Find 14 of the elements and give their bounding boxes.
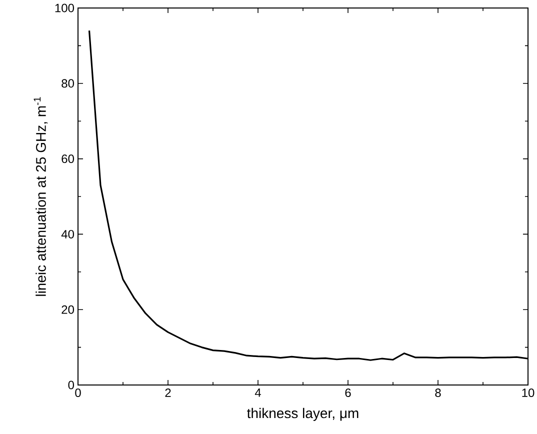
x-tick-label: 6 (345, 388, 351, 398)
x-tick-label: 4 (254, 388, 261, 397)
y-axis-title: lineic attenuation at 25 GHz, m$^{-1}$ (34, 97, 48, 296)
y-tick-label: 100 (55, 4, 74, 12)
y-tick-label: 0 (68, 380, 74, 390)
x-tick-label: 2 (165, 388, 171, 397)
y-tick-label: 20 (62, 305, 74, 314)
x-tick-label: 8 (435, 388, 441, 398)
x-tick-label: 10 (522, 388, 534, 398)
x-axis-title: thikness layer, μm (247, 408, 358, 421)
y-tick-label: 80 (62, 79, 74, 88)
y-tick-label: 60 (62, 154, 74, 164)
x-tick-label: 0 (75, 388, 81, 398)
y-tick-label: 40 (61, 230, 74, 238)
